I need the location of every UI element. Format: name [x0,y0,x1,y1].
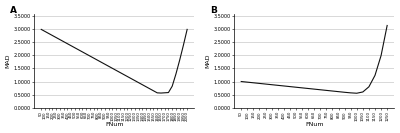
Text: B: B [210,6,217,15]
X-axis label: FNum: FNum [305,122,324,127]
Y-axis label: MAD: MAD [6,53,10,68]
X-axis label: FNum: FNum [105,122,124,127]
Y-axis label: MAD: MAD [206,53,210,68]
Text: A: A [10,6,17,15]
